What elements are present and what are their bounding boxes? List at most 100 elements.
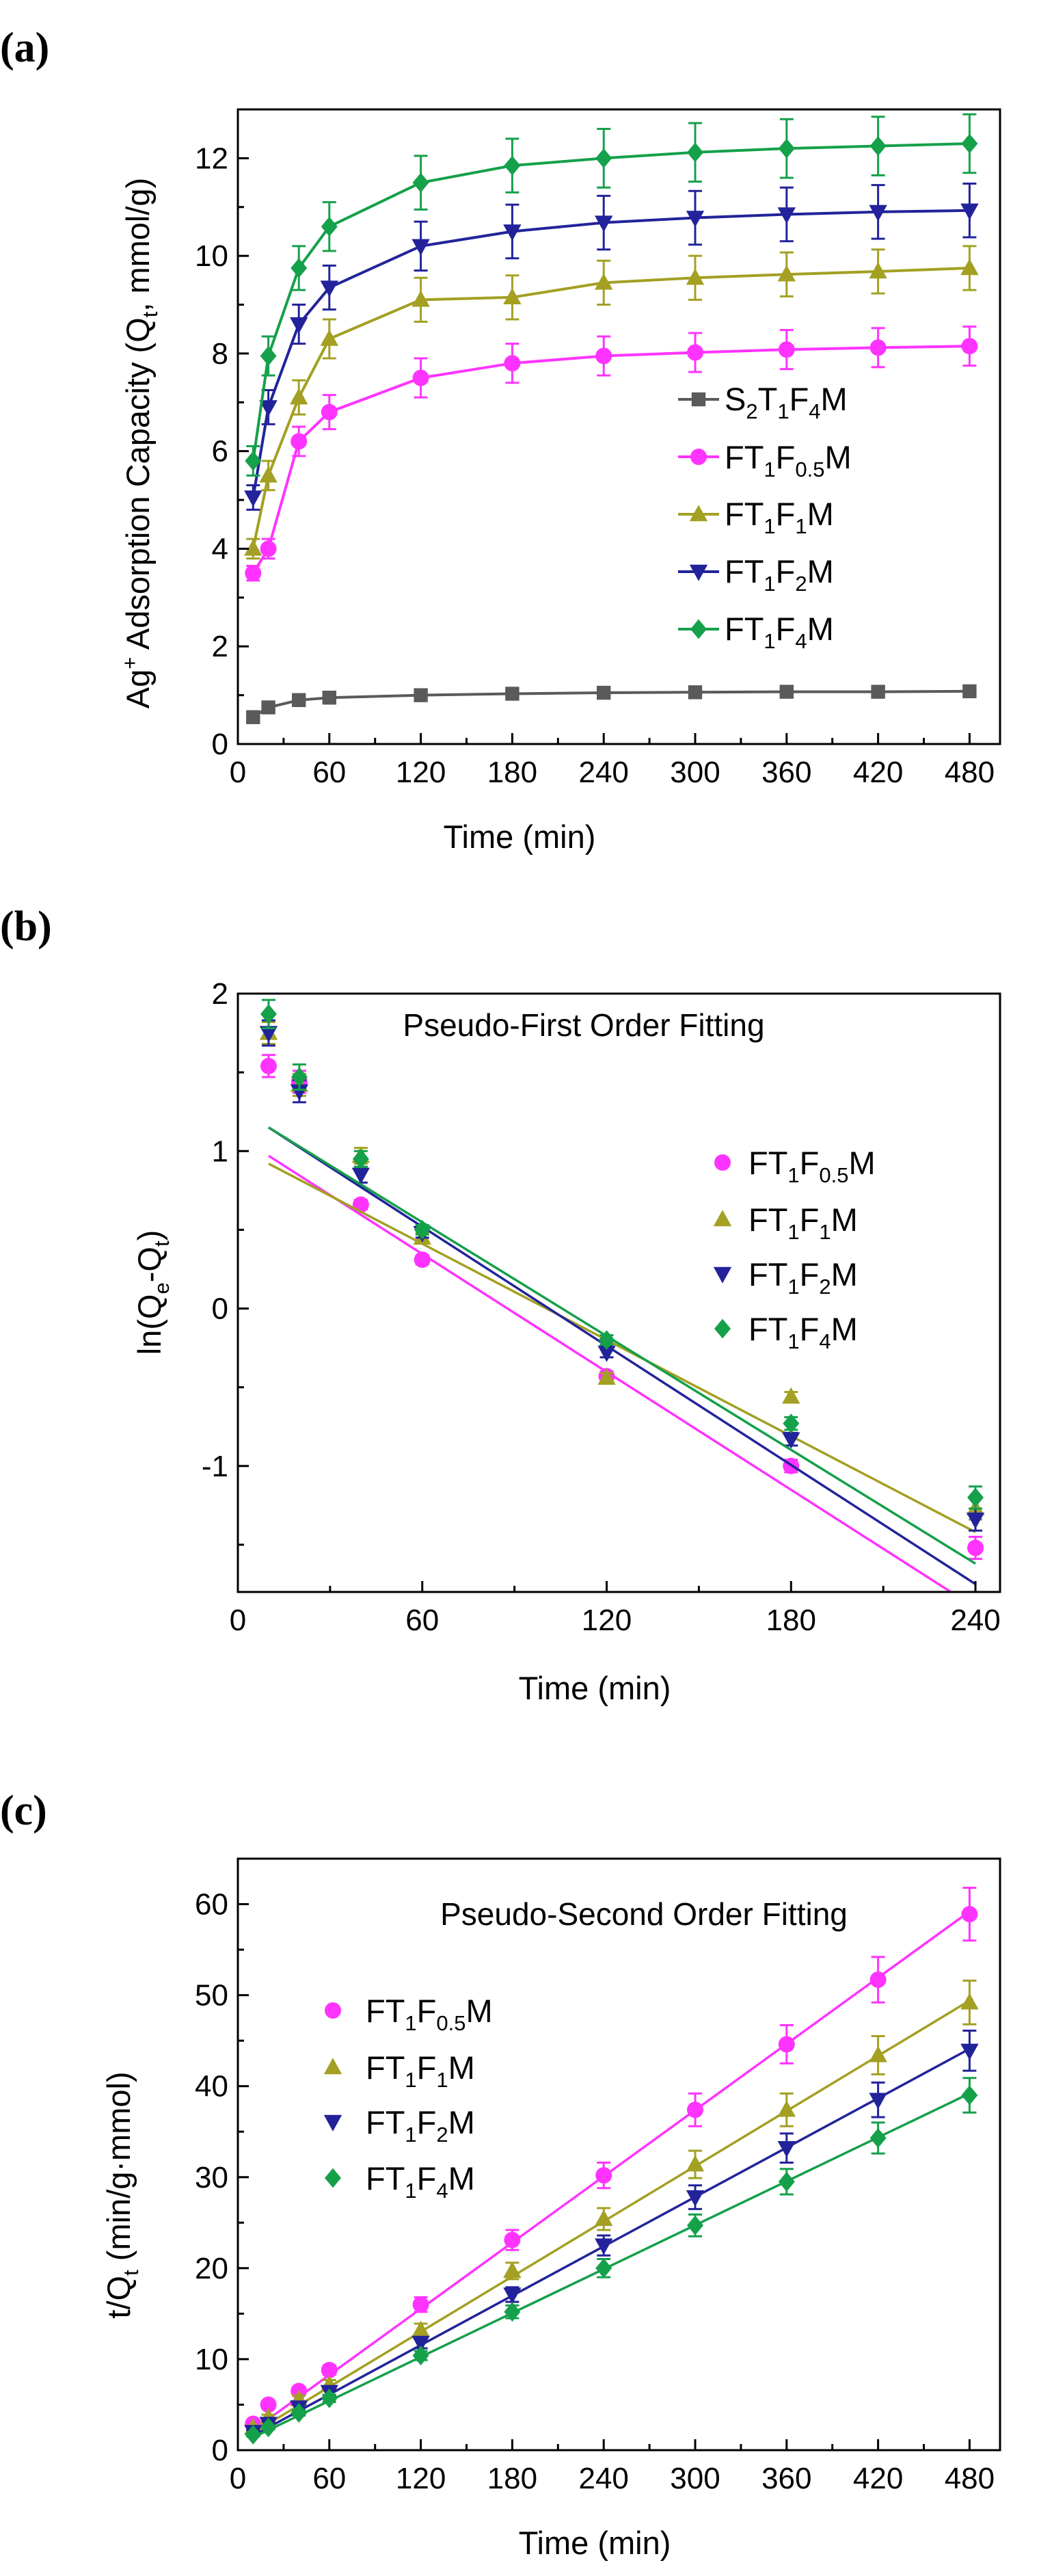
y-tick-label: 10 [195,239,228,273]
panel-a-x-axis-label: Time (min) [444,819,596,855]
data-point-ft1f2m [595,2238,613,2255]
series-ft1f4m [245,113,978,477]
x-tick-label: 0 [230,2462,246,2495]
data-point-ft1f4m [869,136,887,156]
data-point-ft1f1m [411,2320,430,2337]
legend-entry-s2t1f4m: S2T1F4M [725,381,848,423]
x-axis: 0 60 120 180 240 300 360 420 480 [230,2439,995,2495]
data-point-ft1f2m [290,1084,309,1101]
data-point-ft1f05m [869,339,887,356]
data-point-ft1f05m [961,338,978,355]
series-line-ft1f4m [252,142,970,462]
legend-marker-ft1f2m [713,1266,732,1284]
data-point-ft1f4m [778,2172,795,2192]
y-axis: 0 10 20 30 40 50 60 [195,1888,249,2467]
legend-label-ft1f05m: FT1F0.5M [366,1993,493,2035]
legend-marker-ft1f2m [323,2114,342,2132]
panel-c: (c) Pseudo-Second Order Fitting FT1F0.5M… [0,1788,1001,2561]
plot-frame [237,108,1001,745]
legend-marker-ft1f2m [689,564,708,581]
data-point-ft1f2m [290,317,308,334]
x-tick-label: 60 [312,756,346,789]
data-point-ft1f4m [595,148,612,168]
panel-c-label: (c) [0,1788,47,1834]
series-ft1f1m [259,1020,985,1534]
data-point-ft1f05m [412,2296,429,2313]
legend-entry-ft1f1m: FT1F1M [366,2049,475,2092]
panel-b-x-axis-label: Time (min) [519,1670,671,1706]
legend-entry-ft1f1m: FT1F1M [748,1201,858,1244]
data-point-ft1f1m [960,258,979,276]
data-point-ft1f4m [869,2128,887,2148]
data-point-ft1f4m [961,2085,978,2106]
data-point-s2t1f4m [597,685,611,700]
y-tick-label: 0 [212,1292,228,1326]
data-point-ft1f2m [351,1167,370,1184]
panel-plot-area: 0 60 120 180 240 300 360 420 480 0 10 20 30 40 50 60 [195,1857,1001,2495]
data-point-ft1f1m [503,2261,522,2279]
data-point-s2t1f4m [779,685,794,699]
data-point-ft1f2m [597,1345,616,1362]
data-point-ft1f05m [321,403,338,421]
data-point-ft1f2m [503,2287,522,2305]
y-tick-label: 60 [195,1888,228,1922]
legend-entry-ft1f2m: FT1F2M [366,2104,475,2147]
series-line-s2t1f4m [252,689,970,719]
x-tick-label: 120 [582,1604,632,1637]
y-tick-label: 20 [195,2252,228,2285]
legend-entry-ft1f4m: FT1F4M [366,2160,475,2203]
x-tick-label: 420 [853,756,903,789]
legend-label-ft1f1m: FT1F1M [366,2049,475,2092]
data-point-ft1f1m [777,2100,796,2117]
data-point-ft1f4m [412,172,429,193]
data-point-ft1f1m [686,2155,705,2172]
data-point-s2t1f4m [962,684,977,699]
x-tick-label: 480 [945,756,995,789]
panel-plot-area: 0 60 120 180 240 -1 0 1 2 [202,977,1001,1637]
x-tick-label: 240 [950,1604,1000,1637]
legend-marker-ft1f05m [325,2002,341,2019]
data-point-ft1f05m [414,1251,431,1269]
series-s2t1f4m [246,684,977,724]
data-point-ft1f4m [260,2417,277,2438]
panel-a-label: (a) [0,25,49,71]
data-point-ft1f1m [869,2045,887,2062]
legend-label-ft1f2m: FT1F2M [725,553,834,596]
data-point-ft1f05m [321,2361,338,2378]
data-point-ft1f4m [687,2215,703,2235]
data-point-ft1f05m [291,433,308,450]
y-tick-label: 30 [195,2161,228,2194]
x-axis: 0 60 120 180 240 [230,1581,1001,1637]
series-ft1f2m [244,2030,979,2442]
y-tick-label: 10 [195,2343,228,2376]
fit-line-ft1f2m [268,1126,976,1585]
data-point-ft1f05m [260,1057,277,1074]
data-point-ft1f05m [352,1196,369,1213]
data-point-ft1f1m [686,268,705,285]
legend-entry-ft1f4m: FT1F4M [748,1311,858,1353]
data-point-ft1f1m [290,388,308,405]
data-point-ft1f05m [504,355,521,372]
x-tick-label: 180 [766,1604,816,1637]
data-point-ft1f1m [595,273,613,290]
data-point-s2t1f4m [322,690,336,705]
data-point-ft1f05m [245,565,262,582]
y-axis: -1 0 1 2 [202,977,249,1546]
y-tick-label: 0 [212,728,228,761]
legend-marker-ft1f1m [689,505,708,522]
data-point-ft1f05m [778,2036,795,2053]
data-point-ft1f1m [244,539,262,556]
x-tick-label: 360 [761,756,811,789]
panel-b-y-axis-label: ln(Qe-Qt) [131,1230,174,1355]
legend-entry-ft1f4m: FT1F4M [725,611,834,653]
series-ft1f05m [245,326,978,582]
data-point-ft1f05m [260,540,277,557]
series-ft1f05m [245,1887,978,2432]
y-tick-label: 0 [212,2434,228,2467]
x-tick-label: 180 [487,756,537,789]
y-tick-label: -1 [202,1450,228,1483]
panel-c-x-axis-label: Time (min) [519,2525,671,2561]
data-point-ft1f2m [686,2190,705,2207]
data-point-ft1f1m [259,466,278,483]
